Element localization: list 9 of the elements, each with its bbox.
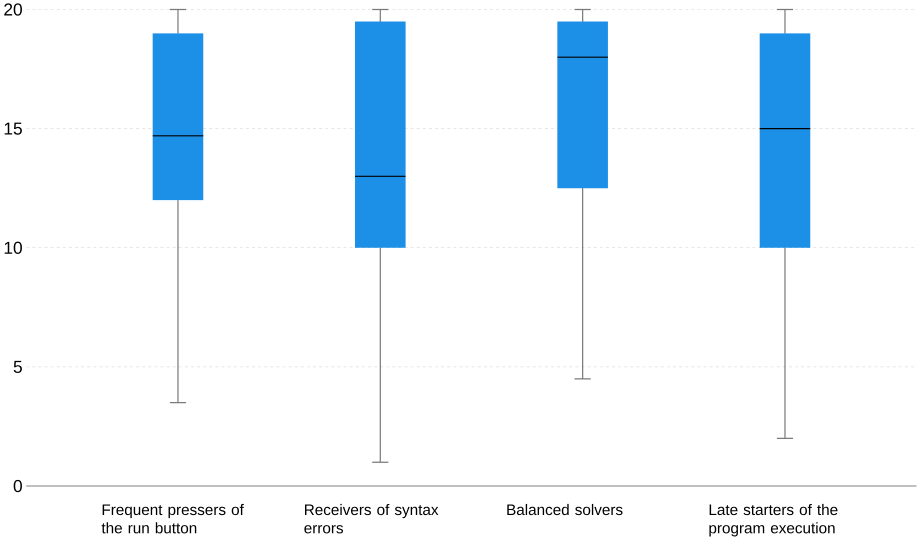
y-tick-label: 5	[14, 360, 22, 374]
y-tick-label: 10	[4, 242, 22, 254]
y-tick-label: 15	[4, 122, 22, 135]
y-tick-label: 20	[4, 3, 22, 16]
x-tick-label: Late starters of the program execution	[709, 504, 838, 537]
x-tick-label: Balanced solvers	[507, 504, 623, 516]
x-tick-label: Frequent pressers of the run button	[102, 504, 244, 534]
y-tick-label: 0	[14, 480, 22, 492]
x-tick-label: Receivers of syntax errors	[304, 504, 438, 534]
